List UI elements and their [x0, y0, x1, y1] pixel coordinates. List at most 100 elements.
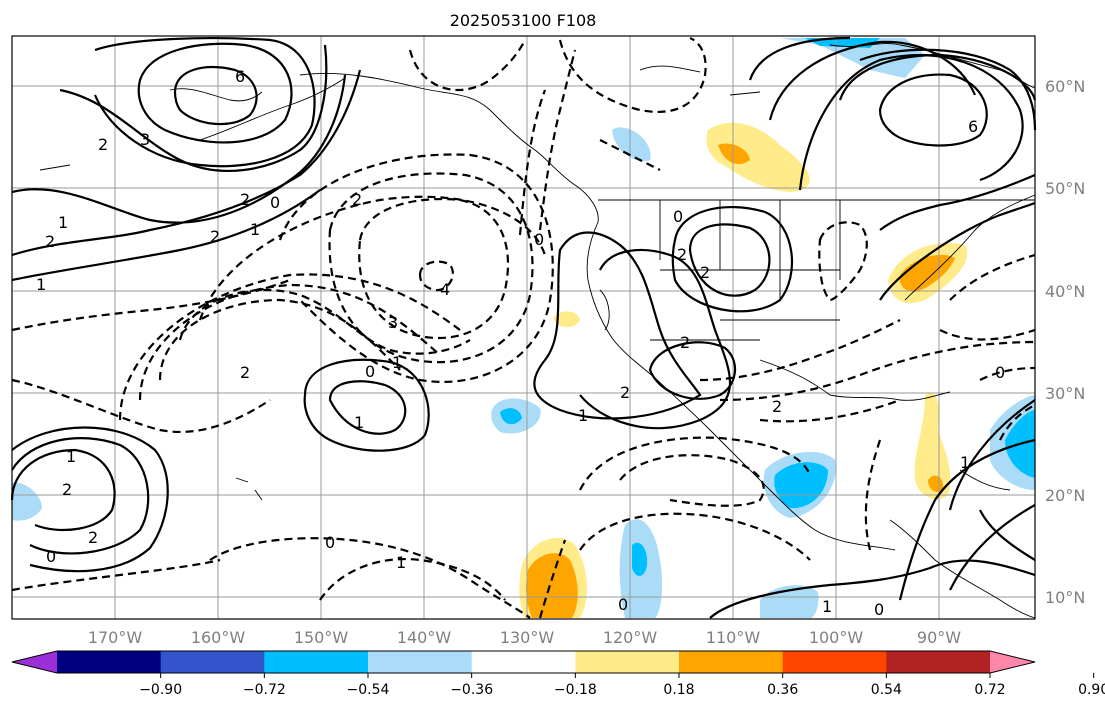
lon-tick-label: 110°W [706, 628, 761, 647]
contour-label: 6 [968, 117, 978, 136]
colorbar-bin [368, 651, 473, 673]
colorbar-tick-label: −0.72 [243, 682, 286, 698]
colorbar-tick-label: 0.72 [974, 682, 1005, 698]
map-panel: 6 3 2 2 1 2 1 1 2 2 0 1 2 2 2 1 1 0 1 6 … [10, 35, 1037, 620]
map-title: 2025053100 F108 [450, 11, 597, 30]
lon-tick-label: 130°W [500, 628, 555, 647]
contour-label: 0 [365, 362, 375, 381]
lat-tick-label: 40°N [1045, 282, 1085, 301]
shade-blue-region [774, 462, 828, 509]
contour-label: 0 [325, 533, 335, 552]
contour-labels-solid: 6 3 2 2 1 2 1 1 2 2 0 1 2 2 2 1 1 0 1 6 … [36, 67, 978, 619]
lat-tick-label: 60°N [1045, 77, 1085, 96]
contour-labels-dashed: 2 0 1 2 4 3 1 2 0 0 1 0 2 0 0 0 [210, 190, 1005, 614]
lon-tick-label: 120°W [603, 628, 658, 647]
shade-yellow-region [914, 393, 951, 500]
lat-tick-label: 30°N [1045, 384, 1085, 403]
lon-tick-label: 150°W [294, 628, 349, 647]
colorbar-tick-label: −0.36 [450, 682, 493, 698]
shade-light-blue-region [12, 482, 42, 521]
contour-label: 1 [578, 406, 588, 425]
colorbar-bin [57, 651, 162, 673]
colorbar-tick-label: 0.36 [767, 682, 798, 698]
contour-label: 2 [98, 135, 108, 154]
contour-label: 6 [235, 67, 245, 86]
contour-label: 1 [354, 413, 364, 432]
colorbar-tick-label: −0.90 [139, 682, 182, 698]
contour-label: 2 [240, 363, 250, 382]
contour-label: 1 [58, 213, 68, 232]
colorbar-bin [471, 651, 576, 673]
lon-tick-label: 140°W [397, 628, 452, 647]
contour-label: 2 [620, 383, 630, 402]
contour-label: 0 [46, 547, 56, 566]
colorbar-tick-label: 0.18 [663, 682, 694, 698]
lat-tick-label: 10°N [1045, 588, 1085, 607]
shade-yellow-region [706, 122, 810, 192]
contour-label: 1 [66, 447, 76, 466]
shade-light-blue-region [612, 127, 651, 162]
colorbar-bin [679, 651, 784, 673]
lon-tick-label: 170°W [88, 628, 143, 647]
lat-axis: 60°N 50°N 40°N 30°N 20°N 10°N [1045, 77, 1085, 607]
colorbar-bin [886, 651, 991, 673]
lat-tick-label: 20°N [1045, 486, 1085, 505]
colorbar-bin [782, 651, 887, 673]
contour-label: 1 [822, 597, 832, 616]
colorbar-tick-label: −0.54 [347, 682, 390, 698]
lon-tick-label: 100°W [809, 628, 864, 647]
contour-label: 3 [388, 313, 398, 332]
contour-label: 0 [270, 193, 280, 212]
shade-blue-region [632, 542, 648, 576]
colorbar-tick-label: −0.18 [554, 682, 597, 698]
contour-label: 2 [88, 528, 98, 547]
contour-label: 1 [392, 353, 402, 372]
contour-label: 1 [960, 453, 970, 472]
colorbar-tick-label: 0.54 [871, 682, 902, 698]
contour-label: 2 [677, 245, 687, 264]
map-frame [11, 35, 1036, 620]
contour-label: 2 [45, 232, 55, 251]
contour-label: 4 [440, 280, 450, 299]
shade-blue-region [500, 408, 522, 425]
contour-label: 0 [874, 600, 884, 619]
shade-orange-region [718, 143, 750, 165]
colorbar-outline [11, 650, 1036, 674]
colorbar-bin [160, 651, 265, 673]
contour-label: 2 [700, 263, 710, 282]
contour-label: 2 [772, 397, 782, 416]
contour-label: 1 [250, 220, 260, 239]
contour-label: 2 [62, 480, 72, 499]
shade-light-blue-region [780, 38, 925, 78]
shade-yellow-region [553, 311, 580, 328]
shading-layer [12, 38, 1035, 618]
contour-label: 2 [680, 333, 690, 352]
colorbar: −0.90 −0.72 −0.54 −0.36 −0.18 0.18 0.36 0.54 0.7… [11, 650, 1105, 698]
colorbar-bin [264, 651, 369, 673]
solid-contours [10, 36, 1037, 619]
shade-orange-region [526, 553, 578, 618]
contour-label: 0 [995, 363, 1005, 382]
contour-label: 2 [240, 190, 250, 209]
lat-tick-label: 50°N [1045, 179, 1085, 198]
contour-label: 0 [534, 230, 544, 249]
contour-label: 3 [140, 130, 150, 149]
colorbar-extension-low [12, 651, 57, 673]
contour-label: 0 [673, 207, 683, 226]
gridlines [12, 36, 1035, 619]
colorbar-bin [575, 651, 680, 673]
contour-label: 2 [352, 190, 362, 209]
contour-label: 2 [210, 227, 220, 246]
lon-axis: 170°W 160°W 150°W 140°W 130°W 120°W 110°… [88, 628, 961, 647]
contour-label: 1 [36, 275, 46, 294]
contour-label: 0 [618, 595, 628, 614]
dashed-contours [11, 36, 1036, 619]
lon-tick-label: 90°W [917, 628, 961, 647]
map-background [12, 36, 1035, 619]
shade-orange-region [899, 254, 955, 292]
colorbar-extension-high [990, 651, 1035, 673]
lon-tick-label: 160°W [191, 628, 246, 647]
colorbar-tick-label: 0.90 [1078, 682, 1105, 698]
contour-label: 1 [396, 553, 406, 572]
